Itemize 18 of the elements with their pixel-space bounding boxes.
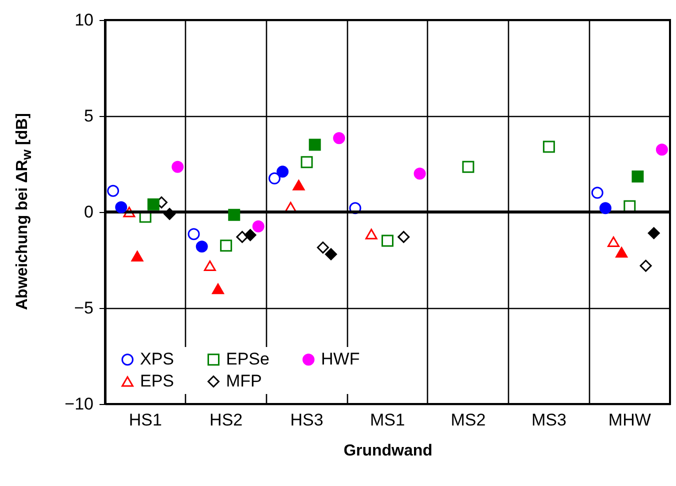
legend-label: HWF (321, 350, 360, 369)
x-tick-label: MS1 (370, 410, 405, 430)
y-tick-label: −5 (74, 298, 94, 318)
x-tick-label: HS3 (290, 410, 324, 430)
legend-label: EPSe (226, 350, 270, 369)
x-axis-title: Grundwand (344, 442, 432, 460)
x-tick-label: MS2 (450, 410, 486, 430)
x-tick-label: HS1 (128, 410, 162, 430)
legend-label: XPS (140, 350, 174, 369)
x-tick-label: HS2 (210, 410, 243, 430)
y-tick-label: 10 (74, 10, 94, 30)
x-tick-label: MS3 (531, 410, 566, 430)
x-tick-label: MHW (608, 410, 651, 430)
y-tick-label: 5 (84, 106, 94, 126)
legend-label: EPS (140, 372, 174, 390)
y-tick-label: 0 (84, 202, 94, 222)
y-tick-label: −10 (64, 394, 94, 414)
legend-label: MFP (226, 372, 262, 390)
